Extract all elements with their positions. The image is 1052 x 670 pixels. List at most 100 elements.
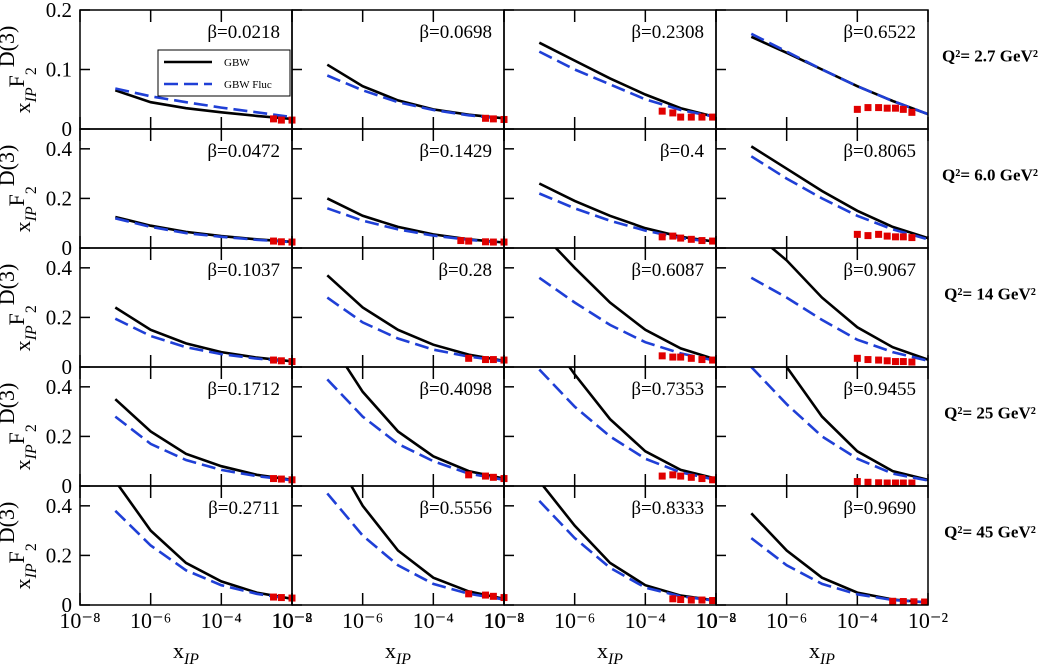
series-line	[538, 500, 716, 603]
x-tick-label: 10⁻²	[272, 608, 313, 633]
x-tick-label: 10⁻²	[908, 608, 949, 633]
axis-label-part: 2	[23, 67, 40, 75]
y-tick-label: 0.4	[46, 494, 73, 518]
data-point	[669, 353, 677, 361]
series-line	[750, 145, 928, 240]
series-line	[785, 367, 928, 482]
series-line	[114, 306, 292, 363]
series-line	[769, 248, 928, 361]
panel-title: β=0.9690	[843, 498, 916, 519]
data-point	[853, 230, 861, 238]
series-line	[326, 492, 504, 601]
data-point	[658, 107, 666, 115]
series-line	[538, 276, 716, 363]
data-point	[883, 104, 891, 112]
data-point	[910, 598, 918, 606]
axis-label-part: F	[4, 75, 29, 87]
data-point	[864, 356, 872, 364]
series-line	[750, 537, 928, 604]
y-tick-label: 0	[62, 355, 73, 379]
series-line	[538, 41, 716, 119]
axis-label-part: 2	[23, 305, 40, 313]
series-line	[326, 74, 504, 121]
x-tick-label: 10⁻⁸	[271, 608, 312, 633]
data-point	[489, 115, 497, 123]
data-point	[677, 234, 685, 242]
axis-label-part: IP	[819, 651, 835, 668]
axis-label: xIP	[173, 638, 199, 668]
series-line	[114, 398, 292, 482]
axis-label-part: x	[10, 102, 35, 113]
series-line	[750, 367, 928, 482]
data-point	[270, 115, 278, 123]
data-point	[709, 597, 717, 605]
data-point	[891, 358, 899, 366]
data-point	[687, 596, 695, 604]
data-point	[489, 238, 497, 246]
panel-title: β=0.2308	[631, 22, 704, 43]
x-tick-label: 10⁻⁸	[695, 608, 736, 633]
panel-title: β=0.7353	[631, 379, 704, 400]
data-point	[875, 104, 883, 112]
data-point	[709, 237, 717, 245]
x-tick-label: 10⁻⁶	[130, 608, 171, 633]
data-point	[687, 473, 695, 481]
data-point	[864, 232, 872, 240]
axis-label-part: IP	[395, 651, 411, 668]
data-point	[908, 108, 916, 116]
series-line	[538, 50, 716, 119]
data-point	[921, 598, 929, 606]
axis-label: xIP	[385, 638, 411, 668]
data-point	[489, 473, 497, 481]
panel-title: β=0.6087	[631, 260, 704, 281]
axis-label: xIPF2 D(3)	[0, 264, 40, 352]
data-point	[687, 113, 695, 121]
data-point	[709, 476, 717, 484]
series-line	[326, 378, 504, 482]
data-point	[709, 356, 717, 364]
series-line	[114, 415, 292, 482]
axis-label-part: D(3)	[0, 26, 19, 68]
data-point	[875, 479, 883, 487]
axis-label-part: D(3)	[0, 502, 19, 544]
panel-title: β=0.6522	[843, 22, 916, 43]
data-point	[875, 356, 883, 364]
data-point	[891, 233, 899, 241]
y-tick-label: 0	[62, 236, 73, 260]
series-line	[750, 276, 928, 363]
y-tick-label: 0	[62, 593, 73, 617]
y-tick-label: 0.2	[46, 186, 72, 210]
axis-label: xIPF2 D(3)	[0, 383, 40, 471]
axis-label-part: IP	[23, 325, 40, 341]
x-tick-label: 10⁻⁶	[766, 608, 807, 633]
data-point	[698, 475, 706, 483]
data-point	[277, 238, 285, 246]
data-point	[883, 479, 891, 487]
row-label: Q²= 14 GeV²	[944, 285, 1036, 304]
series-line	[326, 63, 504, 120]
axis-label-part: 2	[23, 543, 40, 551]
series-line	[349, 486, 504, 601]
data-point	[864, 104, 872, 112]
data-point	[677, 353, 685, 361]
axis-label-part: x	[10, 578, 35, 589]
axis-label-part: F	[4, 194, 29, 206]
data-point	[908, 234, 916, 242]
data-point	[465, 590, 473, 598]
axis-label-part: IP	[23, 206, 40, 222]
x-tick-label: 10⁻⁴	[837, 608, 879, 633]
data-point	[899, 598, 907, 606]
axis-label-part: IP	[23, 87, 40, 103]
axis-label-part: F	[4, 551, 29, 563]
axis-label-part: IP	[607, 651, 623, 668]
x-tick-label: 10⁻²	[484, 608, 525, 633]
panel-title: β=0.0218	[207, 22, 280, 43]
y-tick-label: 0.4	[46, 375, 73, 399]
data-point	[457, 237, 465, 245]
series-line	[114, 89, 292, 121]
x-tick-label: 10⁻⁶	[554, 608, 595, 633]
data-point	[489, 592, 497, 600]
series-line	[554, 248, 716, 361]
legend-label: GBW	[224, 57, 250, 69]
